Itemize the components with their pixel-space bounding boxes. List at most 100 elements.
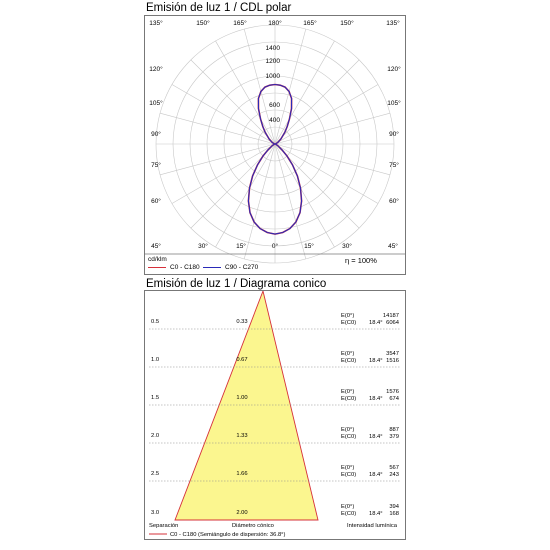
grid-spoke	[274, 28, 307, 145]
grid-spoke	[159, 112, 276, 145]
angle-label-right: 120°	[387, 65, 401, 73]
grid-spoke	[274, 40, 335, 145]
angle-label-bottom: 15°	[236, 242, 246, 250]
grid-spoke	[171, 84, 276, 145]
angle-label-right: 105°	[387, 99, 401, 107]
polar-curves	[247, 83, 303, 235]
cone-ec0-value: 168	[389, 511, 399, 517]
footer-diameter: Diámetro cónico	[232, 523, 274, 529]
polar-series-c90-c270	[247, 83, 303, 235]
angle-label-left: 105°	[149, 99, 163, 107]
cone-e0-value: 567	[389, 465, 399, 471]
legend-swatch-red	[148, 266, 166, 268]
cone-distance-label: 0.5	[151, 319, 159, 325]
angle-label-bottom: 30°	[198, 242, 208, 250]
cone-angle-label: 18.4°	[369, 434, 383, 440]
cone-separator-lines	[149, 328, 401, 482]
legend-swatch-blue	[203, 266, 221, 268]
footer-separation: Separación	[149, 523, 178, 529]
angle-label-bottom: 0°	[272, 242, 279, 250]
grid-spoke	[274, 112, 391, 145]
cone-diameter-label: 1.66	[236, 471, 247, 477]
legend-item-c90-c270: C90 - C270	[203, 264, 258, 271]
cone-ec0-label: E(C0)	[341, 511, 356, 517]
cone-e0-label: E(0°)	[341, 427, 354, 433]
cone-ec0-value: 1516	[386, 358, 399, 364]
legend-label: C0 - C180	[170, 264, 200, 271]
grid-spoke	[274, 143, 379, 204]
angle-label-left: 60°	[151, 197, 161, 205]
angle-label-top: 150°	[340, 19, 354, 27]
radial-label-600: 600	[269, 102, 280, 109]
cone-e0-label: E(0°)	[341, 351, 354, 357]
cone-angle-label: 18.4°	[369, 358, 383, 364]
footer-intensity: Intensidad lumínica	[347, 523, 398, 529]
cone-diameter-label: 0.33	[236, 319, 247, 325]
angle-label-top: 180°	[268, 19, 282, 27]
cone-chart-frame: 0.5 0.33 E(0°) E(C0) 18.4° 14187 6064 1.0 0.67 E(…	[144, 290, 406, 540]
cone-ec0-value: 379	[389, 434, 399, 440]
cone-diameter-label: 1.00	[236, 395, 247, 401]
polar-chart-frame: 1400 1200 1000 600 400 135° 150° 165° 18…	[144, 15, 406, 275]
cone-chart-title: Emisión de luz 1 / Diagrama conico	[146, 278, 327, 290]
cone-angle-label: 18.4°	[369, 320, 383, 326]
cone-e0-label: E(0°)	[341, 504, 354, 510]
grid-spoke	[274, 59, 360, 145]
angle-label-bottom: 30°	[342, 242, 352, 250]
cone-legend-label: C0 - C180 (Semiángulo de dispersión: 36.…	[170, 532, 285, 538]
cone-ec0-label: E(C0)	[341, 358, 356, 364]
grid-spoke	[274, 143, 335, 248]
cone-shape	[174, 291, 319, 521]
radial-label-1400: 1400	[266, 45, 281, 52]
radial-label-1000: 1000	[266, 73, 281, 80]
grid-spoke	[171, 143, 276, 204]
grid-spoke	[215, 143, 276, 248]
cone-angle-label: 18.4°	[369, 511, 383, 517]
cone-ec0-value: 674	[389, 396, 399, 402]
polar-units-label: cd/klm	[148, 256, 167, 263]
cone-ec0-label: E(C0)	[341, 396, 356, 402]
angle-label-right: 75°	[389, 161, 399, 169]
angle-label-top: 135°	[149, 19, 163, 27]
cone-e0-value: 394	[389, 504, 399, 510]
cone-diameter-label: 0.67	[236, 357, 247, 363]
cone-distance-label: 1.0	[151, 357, 159, 363]
polar-chart-title: Emisión de luz 1 / CDL polar	[146, 2, 292, 14]
cone-angle-label: 18.4°	[369, 472, 383, 478]
angle-label-right: 60°	[389, 197, 399, 205]
grid-spoke	[159, 143, 276, 176]
grid-spoke	[274, 143, 307, 260]
grid-spoke	[190, 59, 276, 145]
angle-label-top: 135°	[386, 19, 400, 27]
angle-label-top: 165°	[303, 19, 317, 27]
cone-e0-label: E(0°)	[341, 465, 354, 471]
grid-spoke	[274, 143, 391, 176]
cone-e0-label: E(0°)	[341, 389, 354, 395]
cone-ec0-label: E(C0)	[341, 434, 356, 440]
cone-e0-value: 14187	[383, 313, 399, 319]
cone-angle-label: 18.4°	[369, 396, 383, 402]
angle-label-bottom: 15°	[304, 242, 314, 250]
cone-diameter-label: 2.00	[236, 510, 247, 516]
cone-e0-label: E(0°)	[341, 313, 354, 319]
polar-chart: 1400 1200 1000 600 400 135° 150° 165° 18…	[145, 19, 405, 264]
cone-ec0-label: E(C0)	[341, 472, 356, 478]
grid-spoke	[243, 143, 276, 260]
grid-spoke	[215, 40, 276, 145]
cone-ec0-value: 243	[389, 472, 399, 478]
grid-spoke	[243, 28, 276, 145]
cone-ec0-value: 6064	[386, 320, 400, 326]
angle-label-top: 165°	[233, 19, 247, 27]
angle-label-right: 90°	[389, 130, 399, 138]
grid-spoke	[274, 84, 379, 145]
cone-distance-label: 2.5	[151, 471, 159, 477]
cone-distance-label: 1.5	[151, 395, 159, 401]
angle-label-left: 75°	[151, 161, 161, 169]
cone-diameter-label: 1.33	[236, 433, 247, 439]
radial-label-400: 400	[269, 117, 280, 124]
angle-label-left: 120°	[149, 65, 163, 73]
legend-label: C90 - C270	[225, 264, 259, 271]
cone-e0-value: 1576	[386, 389, 399, 395]
